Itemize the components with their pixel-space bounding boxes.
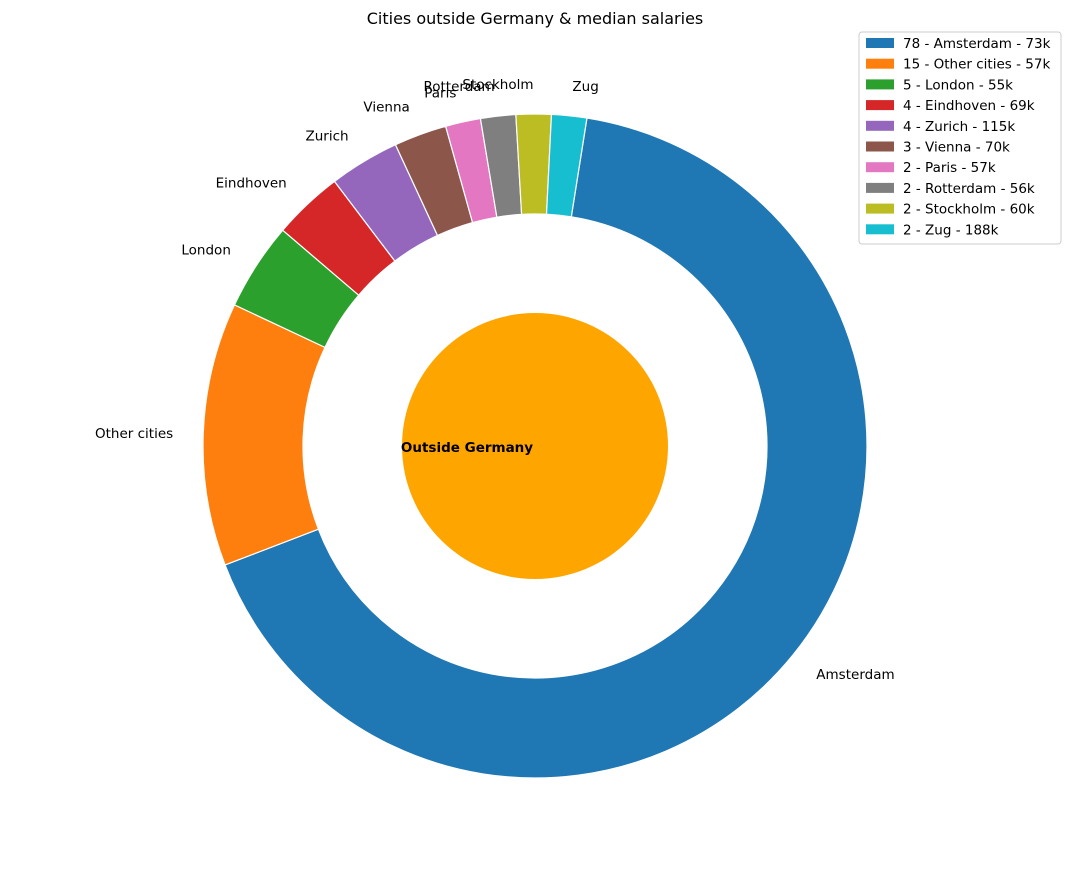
- legend-label: 4 - Eindhoven - 69k: [903, 98, 1035, 114]
- legend-label: 4 - Zurich - 115k: [903, 119, 1015, 135]
- inner-pie-outside-germany: [402, 313, 668, 579]
- legend-label: 2 - Rotterdam - 56k: [903, 181, 1035, 197]
- center-label: Outside Germany: [401, 440, 533, 456]
- chart-title: Cities outside Germany & median salaries: [367, 9, 704, 28]
- slice-stockholm: [515, 113, 553, 216]
- slice-label-vienna: Vienna: [363, 99, 409, 115]
- legend-swatch: [866, 203, 894, 214]
- slice-label-zurich: Zurich: [306, 129, 349, 145]
- slice-label-paris: Paris: [424, 86, 456, 102]
- legend-swatch: [866, 120, 894, 131]
- legend: 78 - Amsterdam - 73k 15 - Other cities - …: [858, 31, 1062, 245]
- legend-label: 2 - Paris - 57k: [903, 160, 996, 176]
- legend-swatch: [866, 58, 894, 69]
- legend-label: 2 - Zug - 188k: [903, 222, 999, 238]
- outer-ring: [202, 113, 868, 779]
- legend-swatch: [866, 38, 894, 48]
- legend-swatch: [866, 162, 894, 173]
- slice-other-cities: [202, 304, 326, 566]
- slice-labels: Amsterdam Other cities London Eindhoven Zuri…: [95, 77, 895, 683]
- legend-label: 3 - Vienna - 70k: [903, 140, 1010, 156]
- slice-label-rotterdam: Rotterdam: [423, 79, 494, 95]
- slice-label-amsterdam: Amsterdam: [816, 667, 894, 683]
- legend-label: 2 - Stockholm - 60k: [903, 202, 1035, 218]
- slice-label-other-cities: Other cities: [95, 426, 173, 442]
- slice-label-stockholm: Stockholm: [462, 77, 533, 93]
- legend-swatch: [866, 100, 894, 111]
- slice-amsterdam: [224, 117, 868, 779]
- legend-swatch: [866, 182, 894, 193]
- legend-label: 15 - Other cities - 57k: [903, 57, 1050, 73]
- legend-label: 5 - London - 55k: [903, 77, 1013, 93]
- slice-zug: [545, 113, 588, 218]
- legend-label: 78 - Amsterdam - 73k: [903, 36, 1051, 52]
- slice-label-london: London: [181, 243, 231, 259]
- legend-swatch: [866, 141, 894, 152]
- slice-label-zug: Zug: [572, 79, 598, 95]
- legend-frame: [858, 31, 1062, 245]
- legend-swatch: [866, 224, 894, 235]
- legend-swatch: [866, 79, 894, 90]
- slice-label-eindhoven: Eindhoven: [216, 176, 287, 192]
